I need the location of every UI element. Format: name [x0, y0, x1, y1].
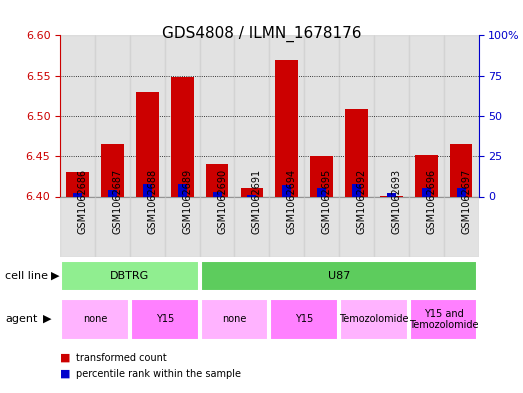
Bar	[247, 195, 256, 196]
Bar	[201, 299, 268, 340]
Bar	[101, 144, 124, 196]
Bar	[143, 184, 152, 196]
Bar	[340, 299, 408, 340]
Bar	[200, 196, 234, 257]
Text: percentile rank within the sample: percentile rank within the sample	[76, 369, 241, 379]
Bar	[339, 196, 374, 257]
Bar	[95, 196, 130, 257]
Bar	[130, 35, 165, 197]
Bar	[374, 196, 409, 257]
Text: ▶: ▶	[43, 314, 52, 324]
Bar	[61, 261, 199, 291]
Bar	[339, 35, 374, 197]
Text: GSM1062686: GSM1062686	[77, 169, 87, 234]
Text: GDS4808 / ILMN_1678176: GDS4808 / ILMN_1678176	[162, 26, 361, 42]
Bar	[60, 35, 95, 197]
Bar	[415, 154, 438, 196]
Text: DBTRG: DBTRG	[110, 271, 150, 281]
Text: GSM1062691: GSM1062691	[252, 169, 262, 234]
Text: Y15 and
Temozolomide: Y15 and Temozolomide	[409, 309, 479, 330]
Bar	[200, 35, 234, 197]
Bar	[422, 189, 431, 196]
Text: GSM1062695: GSM1062695	[322, 169, 332, 234]
Bar	[269, 35, 304, 197]
Bar	[410, 299, 477, 340]
Text: Y15: Y15	[295, 314, 313, 324]
Text: Temozolomide: Temozolomide	[339, 314, 408, 324]
Text: GSM1062697: GSM1062697	[461, 169, 471, 234]
Bar	[165, 35, 200, 197]
Text: GSM1062687: GSM1062687	[112, 169, 122, 234]
Text: ▶: ▶	[51, 271, 60, 281]
Bar	[136, 92, 158, 196]
Bar	[304, 196, 339, 257]
Bar	[444, 196, 479, 257]
Bar	[444, 35, 479, 197]
Bar	[130, 196, 165, 257]
Bar	[310, 156, 333, 196]
Bar	[282, 185, 291, 196]
Bar	[345, 110, 368, 196]
Text: GSM1062690: GSM1062690	[217, 169, 227, 234]
Text: none: none	[222, 314, 247, 324]
Bar	[95, 35, 130, 197]
Text: ■: ■	[60, 369, 71, 379]
Text: GSM1062688: GSM1062688	[147, 169, 157, 234]
Bar	[165, 196, 200, 257]
Bar	[276, 59, 298, 196]
Bar	[317, 189, 326, 196]
Bar	[212, 192, 222, 196]
Bar	[269, 196, 304, 257]
Bar	[61, 299, 129, 340]
Text: none: none	[83, 314, 107, 324]
Bar	[131, 299, 199, 340]
Text: GSM1062689: GSM1062689	[182, 169, 192, 234]
Bar	[352, 184, 361, 196]
Bar	[409, 35, 444, 197]
Text: Y15: Y15	[156, 314, 174, 324]
Text: cell line: cell line	[5, 271, 48, 281]
Bar	[201, 261, 477, 291]
Bar	[171, 77, 194, 196]
Text: agent: agent	[5, 314, 38, 324]
Bar	[234, 196, 269, 257]
Bar	[234, 35, 269, 197]
Bar	[304, 35, 339, 197]
Bar	[60, 196, 95, 257]
Bar	[457, 189, 465, 196]
Bar	[241, 189, 263, 196]
Bar	[374, 35, 409, 197]
Bar	[66, 173, 89, 196]
Bar	[270, 299, 338, 340]
Text: transformed count: transformed count	[76, 353, 167, 363]
Text: ■: ■	[60, 353, 71, 363]
Text: GSM1062696: GSM1062696	[426, 169, 436, 234]
Bar	[178, 184, 187, 196]
Bar	[108, 190, 117, 196]
Text: U87: U87	[328, 271, 350, 281]
Bar	[206, 164, 229, 196]
Bar	[387, 193, 396, 196]
Bar	[450, 144, 472, 196]
Text: GSM1062692: GSM1062692	[357, 169, 367, 234]
Text: GSM1062693: GSM1062693	[391, 169, 401, 234]
Text: GSM1062694: GSM1062694	[287, 169, 297, 234]
Bar	[409, 196, 444, 257]
Bar	[73, 193, 82, 196]
